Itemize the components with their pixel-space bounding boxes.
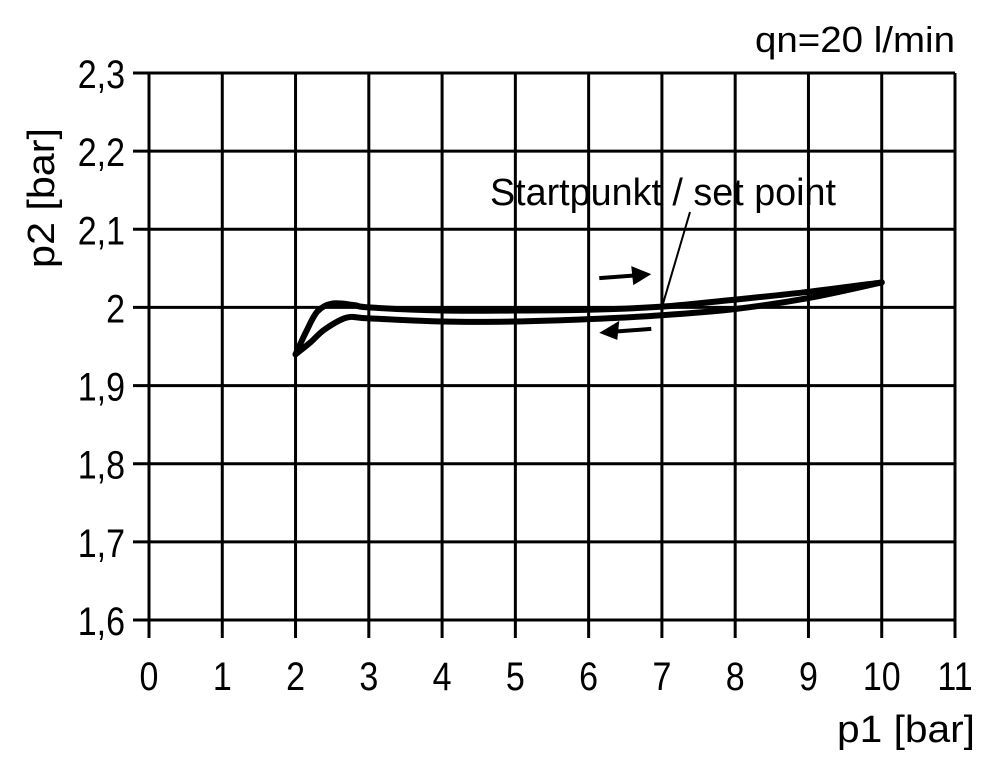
x-tick-label: 10	[863, 653, 901, 698]
x-tick-label: 2	[286, 653, 305, 698]
y-axis-label: p2 [bar]	[21, 128, 63, 268]
y-tick-label: 1,7	[78, 520, 125, 565]
set-point-leader-line	[660, 211, 691, 308]
y-tick-label: 2	[106, 286, 125, 331]
y-tick-label: 2,1	[78, 208, 125, 253]
flow-rate-annotation: qn=20 l/min	[755, 19, 955, 60]
x-tick-label: 3	[359, 653, 378, 698]
x-tick-label: 11	[937, 653, 972, 698]
y-tick-label: 1,8	[78, 442, 125, 487]
y-tick-label: 1,9	[78, 364, 125, 409]
curves	[292, 279, 885, 358]
curve-decreasing	[292, 279, 885, 358]
x-tick-label: 7	[652, 653, 671, 698]
grid	[133, 71, 957, 638]
y-tick-label: 2,2	[78, 130, 125, 175]
x-tick-label: 0	[140, 653, 159, 698]
annotations: qn=20 l/min Startpunkt / set point	[490, 19, 955, 340]
arrow-right-head	[631, 266, 652, 286]
x-tick-label: 1	[213, 653, 232, 698]
y-tick-label: 1,6	[78, 598, 125, 643]
x-tick-label: 8	[726, 653, 745, 698]
arrow-left-head	[599, 320, 620, 340]
y-tick-label: 2,3	[78, 51, 125, 96]
tick-labels: 0 1 2 3 4 5 6 7 8 9 10 11 1,6 1,7 1,8 1,9 2 2,1 2,2 2,3	[78, 51, 973, 698]
x-tick-label: 5	[506, 653, 525, 698]
x-tick-label: 6	[579, 653, 598, 698]
x-axis-label: p1 [bar]	[837, 709, 975, 751]
set-point-label: Startpunkt / set point	[490, 172, 836, 214]
x-tick-label: 9	[799, 653, 818, 698]
curve-increasing	[292, 279, 885, 358]
x-tick-label: 4	[433, 653, 452, 698]
